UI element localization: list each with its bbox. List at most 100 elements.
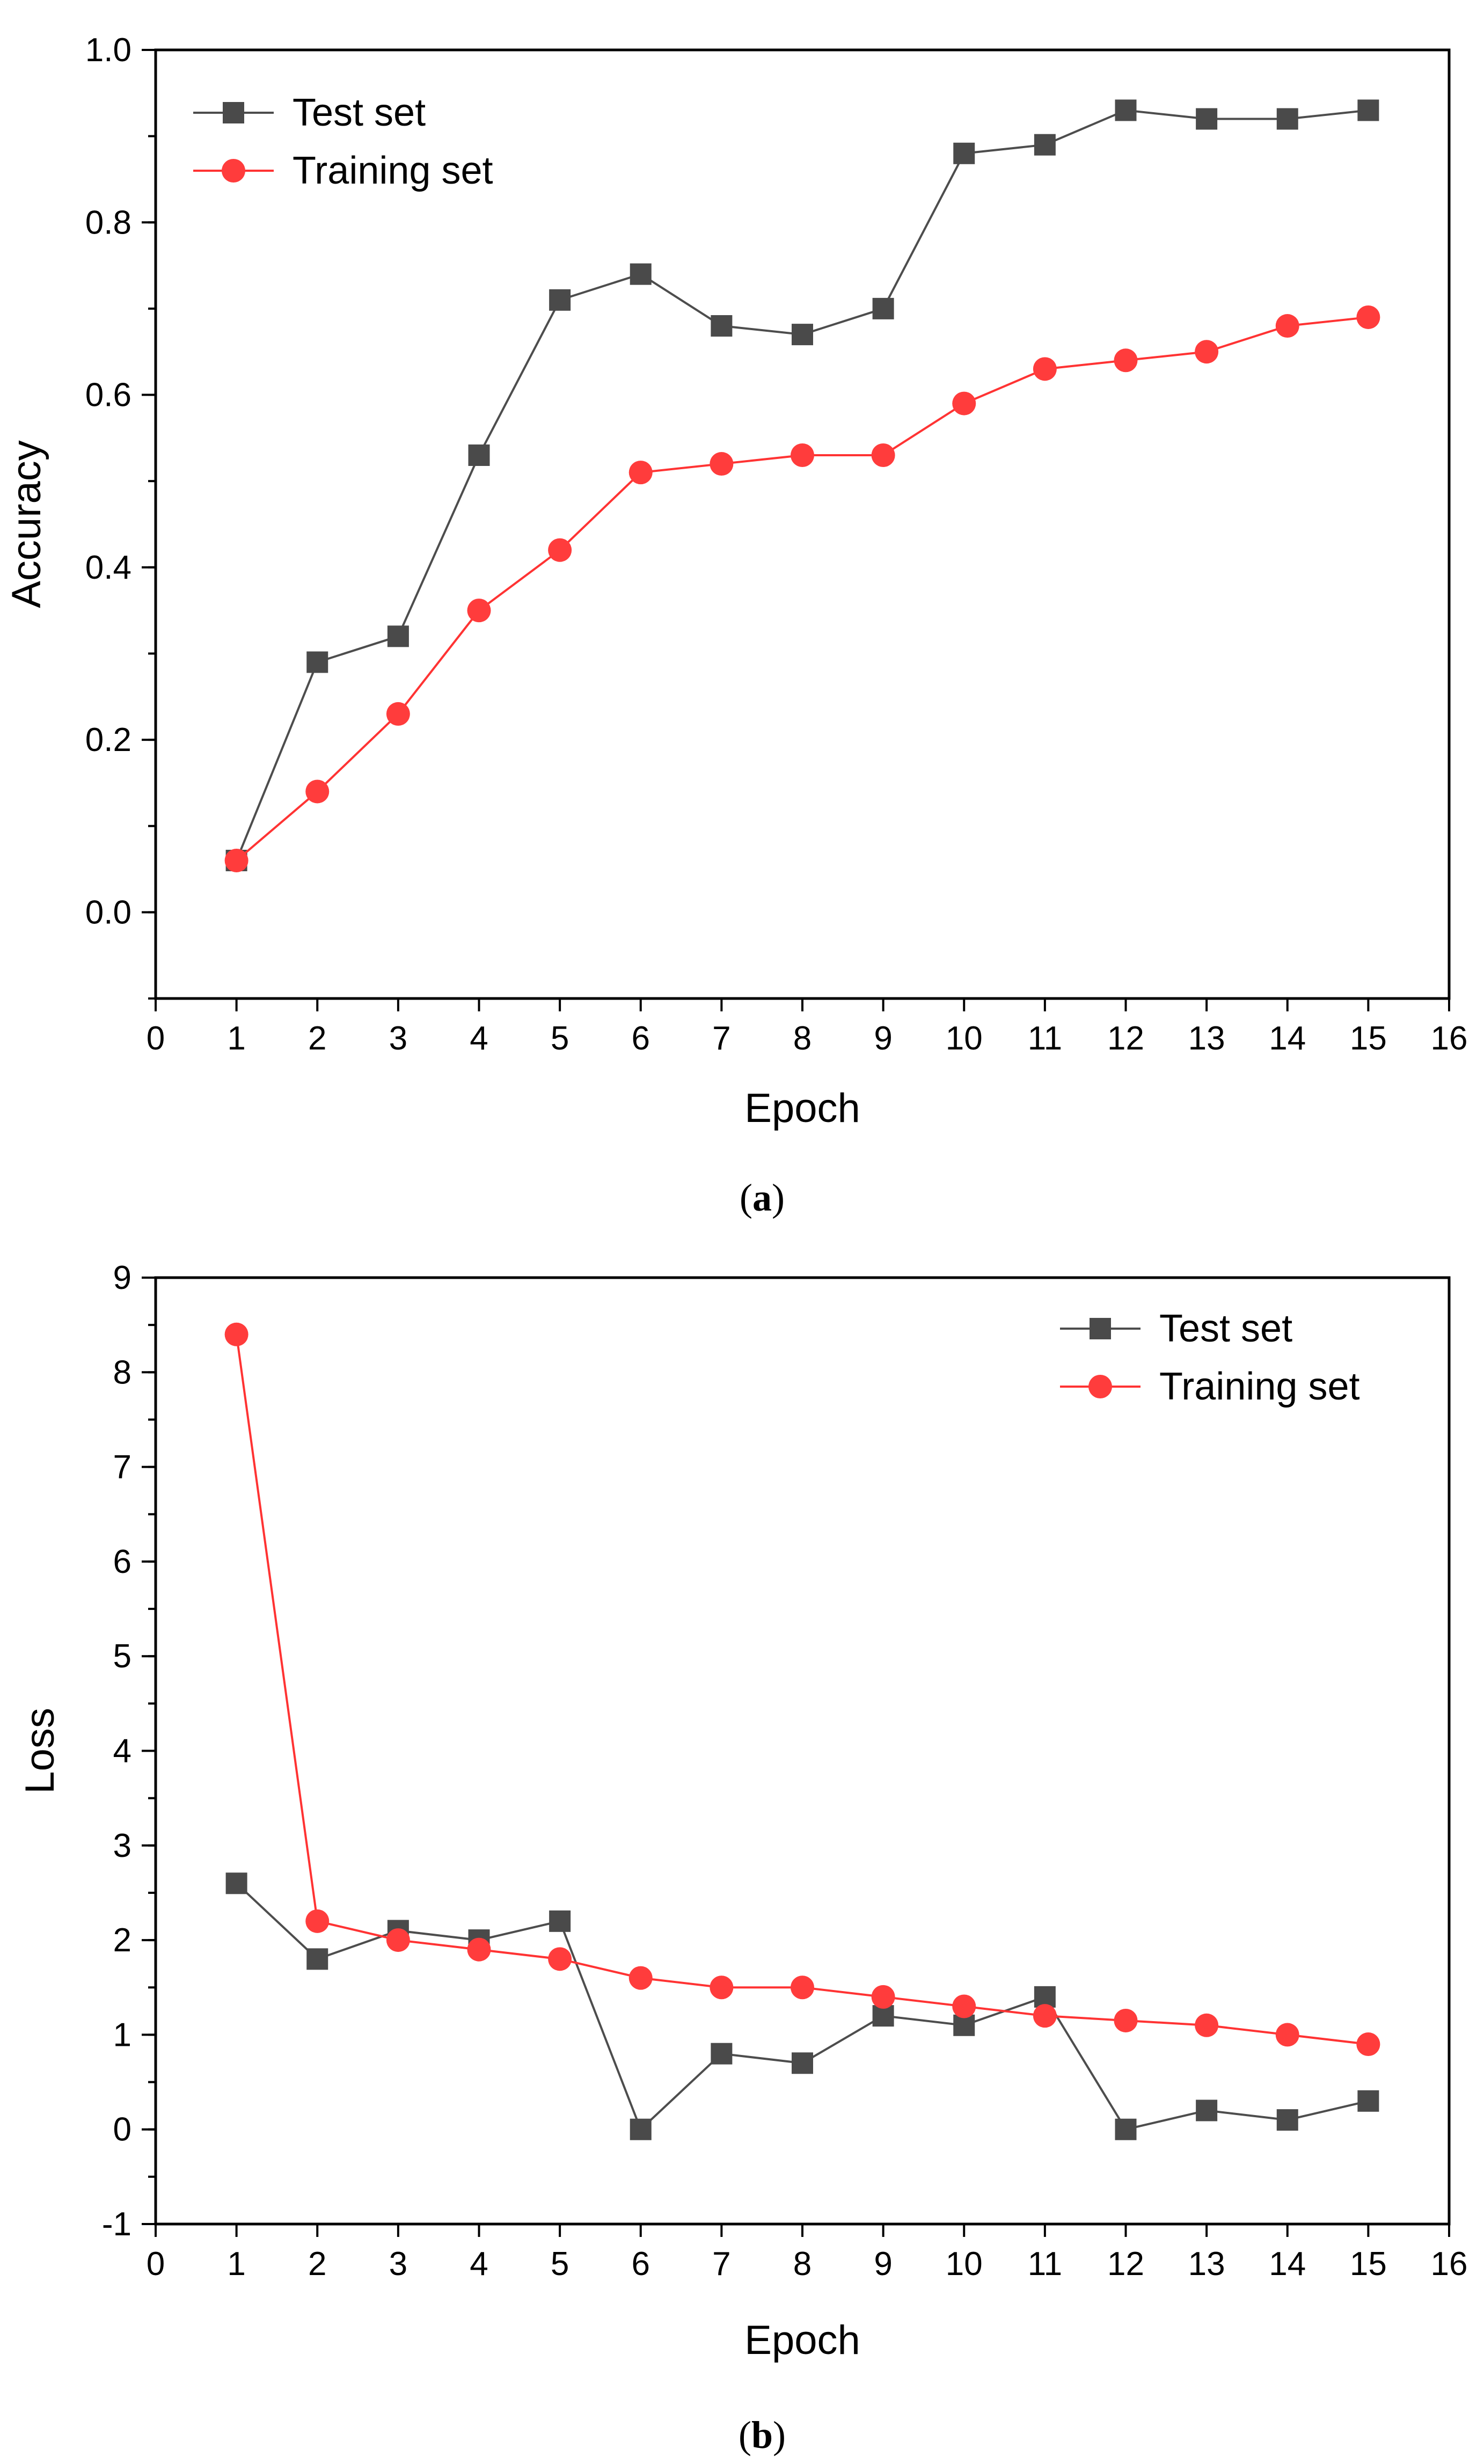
loss-y-tick-label: 3 [113, 1827, 131, 1864]
caption-b: (b) [739, 2414, 786, 2456]
accuracy-x-tick-label: 13 [1188, 1020, 1225, 1057]
accuracy-x-tick-label: 14 [1269, 1020, 1306, 1057]
caption-a-close: ) [772, 1176, 785, 1219]
loss-training-set-point [710, 1975, 734, 2000]
accuracy-legend-training-set-marker [222, 159, 245, 183]
loss-training-set-point [1114, 2008, 1138, 2032]
loss-test-set-point [792, 2052, 813, 2074]
accuracy-legend-training-set-label: Training set [293, 149, 493, 192]
loss-training-set-point [386, 1928, 410, 1952]
accuracy-y-tick-label: 0.8 [85, 204, 131, 241]
accuracy-training-set-point [305, 779, 330, 804]
accuracy-test-set-point [1115, 99, 1137, 121]
caption-b-open: ( [739, 2414, 751, 2456]
accuracy-x-axis-label: Epoch [744, 1085, 860, 1131]
accuracy-test-set-point [468, 444, 490, 466]
accuracy-test-set-point [1276, 108, 1298, 130]
accuracy-x-tick-label: 12 [1107, 1020, 1144, 1057]
loss-x-tick-label: 11 [1028, 2246, 1062, 2283]
accuracy-training-set-point [467, 599, 491, 623]
loss-test-set-point [1276, 2109, 1298, 2131]
accuracy-test-set-point [1357, 99, 1379, 121]
loss-x-tick-label: 4 [470, 2246, 488, 2283]
accuracy-training-set-point [224, 848, 248, 872]
accuracy-test-set-point [711, 315, 733, 337]
loss-test-set-point [1357, 2090, 1379, 2112]
accuracy-x-tick-label: 6 [632, 1020, 650, 1057]
caption-a-letter: a [752, 1176, 772, 1219]
accuracy-training-set-point [386, 702, 410, 726]
caption-b-letter: b [751, 2414, 773, 2456]
accuracy-x-tick-label: 7 [712, 1020, 730, 1057]
accuracy-x-tick-label: 5 [551, 1020, 569, 1057]
loss-x-tick-label: 8 [793, 2246, 812, 2283]
loss-x-tick-label: 13 [1188, 2246, 1225, 2283]
accuracy-x-tick-label: 2 [308, 1020, 326, 1057]
loss-x-tick-label: 0 [147, 2246, 165, 2283]
loss-training-set-point [548, 1947, 572, 1971]
loss-test-set-point [1115, 2118, 1137, 2140]
caption-a: (a) [740, 1176, 785, 1219]
accuracy-legend: Test set Training set [193, 91, 493, 192]
accuracy-x-tick-label: 11 [1028, 1020, 1062, 1057]
accuracy-legend-test-set-marker [223, 102, 244, 123]
accuracy-test-set-point [792, 324, 813, 346]
loss-plot-frame [154, 1276, 1451, 2226]
loss-y-tick-label: 1 [113, 2016, 131, 2053]
loss-training-set-point [871, 1985, 895, 2009]
loss-test-set-point [630, 2118, 652, 2140]
accuracy-training-set-point [710, 452, 734, 476]
accuracy-training-set-point [1275, 314, 1299, 338]
loss-y-tick-label: 6 [113, 1543, 131, 1580]
loss-legend-training-set-marker [1088, 1375, 1112, 1398]
loss-x-tick-label: 10 [946, 2246, 983, 2283]
accuracy-y-tick-label: 1.0 [85, 32, 131, 69]
loss-training-set-point [1195, 2013, 1219, 2037]
loss-y-axis-label: Loss [17, 1708, 63, 1794]
accuracy-training-set-point [1356, 305, 1380, 329]
loss-test-set-point [711, 2043, 733, 2065]
loss-legend-training-set-label: Training set [1159, 1365, 1360, 1408]
accuracy-training-set-point [1195, 340, 1219, 364]
loss-test-set-point [306, 1948, 328, 1970]
accuracy-training-set-point [1033, 357, 1057, 381]
loss-legend: Test set Training set [1060, 1307, 1360, 1408]
loss-y-tick-label: 8 [113, 1354, 131, 1391]
accuracy-y-tick-label: 0.4 [85, 549, 131, 586]
accuracy-training-set-point [871, 443, 895, 467]
loss-legend-test-set-marker [1090, 1318, 1111, 1339]
accuracy-training-set-point [1114, 348, 1138, 373]
accuracy-training-set-point [952, 391, 976, 415]
loss-training-set-point [467, 1937, 491, 1962]
accuracy-training-set-point [791, 443, 814, 467]
accuracy-x-tick-label: 15 [1350, 1020, 1387, 1057]
loss-training-set-point [1356, 2032, 1380, 2057]
loss-test-set-point [549, 1910, 571, 1932]
loss-y-tick-label: 9 [113, 1259, 131, 1296]
accuracy-test-set-point [387, 625, 409, 647]
loss-training-set-point [224, 1322, 248, 1346]
loss-test-set-point [1196, 2099, 1218, 2122]
accuracy-x-tick-label: 10 [946, 1020, 983, 1057]
accuracy-y-tick-label: 0.6 [85, 377, 131, 414]
accuracy-x-tick-label: 1 [227, 1020, 245, 1057]
accuracy-x-tick-label: 8 [793, 1020, 812, 1057]
loss-y-tick-label: 0 [113, 2111, 131, 2148]
loss-x-tick-label: 16 [1431, 2246, 1468, 2283]
loss-training-set-point [628, 1966, 653, 1990]
accuracy-training-set-point [628, 461, 653, 485]
accuracy-training-set-line [236, 316, 1369, 862]
loss-x-axis-label: Epoch [744, 2317, 860, 2363]
loss-test-set-point [225, 1872, 247, 1894]
loss-y-tick-label: 2 [113, 1922, 131, 1959]
loss-x-tick-label: 5 [551, 2246, 569, 2283]
loss-x-tick-label: 6 [632, 2246, 650, 2283]
accuracy-x-tick-label: 3 [389, 1020, 407, 1057]
loss-y-tick-label: -1 [102, 2206, 131, 2243]
caption-b-close: ) [773, 2414, 786, 2456]
loss-training-set-point [305, 1909, 330, 1933]
accuracy-test-set-point [1034, 134, 1056, 156]
accuracy-legend-test-set-label: Test set [293, 91, 426, 134]
